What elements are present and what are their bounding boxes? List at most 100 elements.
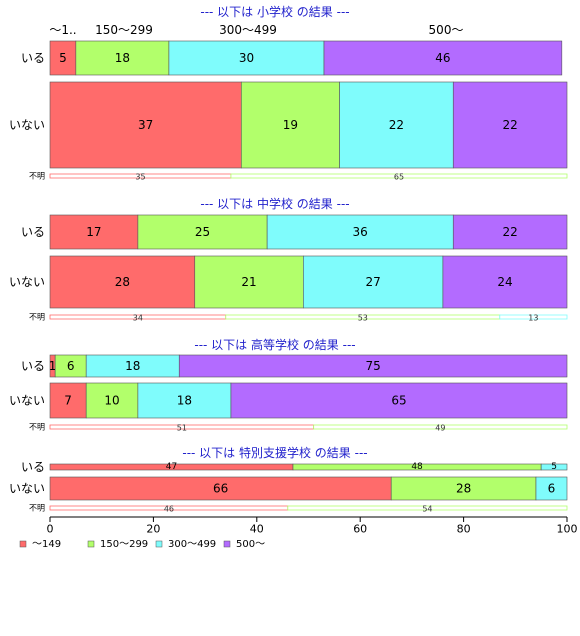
x-tick-label: 40 [250,523,264,536]
unknown-value: 35 [135,173,145,182]
data-label: 17 [86,225,101,239]
bar-segment [535,476,568,501]
legend-swatch [155,540,163,548]
category-header: ～1.. [49,23,76,37]
bar-segment [323,40,563,76]
unknown-value: 54 [422,505,432,514]
bar-segment [540,463,568,471]
row-label: いない [9,482,45,496]
data-label: 21 [241,275,256,289]
data-label: 30 [239,51,254,65]
data-label: 18 [125,359,140,373]
bar-segment [49,214,139,250]
x-tick-label: 20 [146,523,160,536]
data-label: 18 [115,51,130,65]
data-label: 46 [435,51,450,65]
category-header: 500～ [429,23,464,37]
data-label: 36 [353,225,368,239]
data-label: 7 [64,394,72,408]
unknown-value: 51 [177,424,187,433]
bar-segment [442,255,568,309]
data-label: 48 [411,462,423,472]
bar-segment [452,81,568,169]
data-label: 22 [502,118,517,132]
data-label: 25 [195,225,210,239]
group-title: --- 以下は 中学校 の結果 --- [200,196,349,211]
data-label: 66 [213,482,228,496]
legend-item: ～149 [32,539,61,550]
x-tick-label: 100 [557,523,578,536]
x-tick-label: 60 [353,523,367,536]
bar-segment [75,40,170,76]
category-header: 150～299 [95,23,153,37]
row-label: いる [21,460,45,474]
data-label: 24 [497,275,512,289]
bar-segment [266,214,454,250]
data-label: 5 [59,51,67,65]
unknown-label: 不明 [29,313,45,322]
data-label: 37 [138,118,153,132]
data-label: 5 [551,462,557,472]
unknown-segment [230,173,568,179]
row-label: いる [21,225,45,239]
group-title: --- 以下は 特別支援学校 の結果 --- [182,445,367,460]
bar-segment [178,354,568,378]
bar-segment [49,255,196,309]
x-tick-label: 80 [457,523,471,536]
unknown-segment [499,314,568,320]
bar-segment [168,40,325,76]
unknown-value: 49 [435,424,445,433]
bar-segment [240,81,340,169]
unknown-label: 不明 [29,504,45,513]
legend-swatch [223,540,231,548]
bar-segment [339,81,454,169]
legend-item: 500～ [236,539,265,550]
bar-segment [194,255,304,309]
unknown-value: 53 [358,314,368,323]
data-label: 10 [104,394,119,408]
unknown-value: 46 [164,505,174,514]
data-label: 75 [365,359,380,373]
bar-segment [230,382,568,419]
legend-item: 150～299 [100,539,148,550]
data-label: 28 [115,275,130,289]
data-label: 22 [502,225,517,239]
bar-segment [137,382,232,419]
bar-segment [49,40,77,76]
group-title: --- 以下は 小学校 の結果 --- [200,4,349,19]
legend-swatch [19,540,27,548]
row-label: いない [9,394,45,408]
bar-segment [137,214,268,250]
data-label: 22 [389,118,404,132]
x-tick-label: 0 [47,523,54,536]
data-label: 27 [365,275,380,289]
unknown-label: 不明 [29,423,45,432]
unknown-label: 不明 [29,172,45,181]
legend-swatch [87,540,95,548]
bar-segment [452,214,568,250]
unknown-segment [313,424,568,430]
unknown-value: 13 [528,314,538,323]
data-label: 28 [456,482,471,496]
data-label: 6 [67,359,75,373]
bar-segment [49,81,242,169]
unknown-value: 65 [394,173,404,182]
unknown-segment [287,505,568,511]
bar-segment [85,382,139,419]
data-label: 47 [166,462,177,472]
data-label: 18 [177,394,192,408]
row-label: いる [21,51,45,65]
data-label: 19 [283,118,298,132]
data-label: 65 [391,394,406,408]
category-header: 300～499 [219,23,277,37]
data-label: 6 [548,482,556,496]
unknown-value: 34 [133,314,143,323]
bar-segment [303,255,444,309]
row-label: いない [9,275,45,289]
data-label: 1 [49,359,57,373]
legend-item: 300～499 [168,539,216,550]
group-title: --- 以下は 高等学校 の結果 --- [194,337,355,352]
bar-segment [49,382,87,419]
row-label: いる [21,359,45,373]
